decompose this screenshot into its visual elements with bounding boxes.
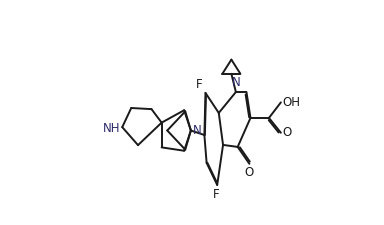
Text: F: F	[196, 78, 203, 91]
Text: N: N	[232, 76, 240, 89]
Text: F: F	[213, 188, 219, 201]
Text: O: O	[282, 126, 291, 139]
Text: N: N	[193, 124, 202, 137]
Text: O: O	[245, 166, 254, 179]
Text: NH: NH	[103, 122, 120, 135]
Text: OH: OH	[282, 96, 300, 109]
